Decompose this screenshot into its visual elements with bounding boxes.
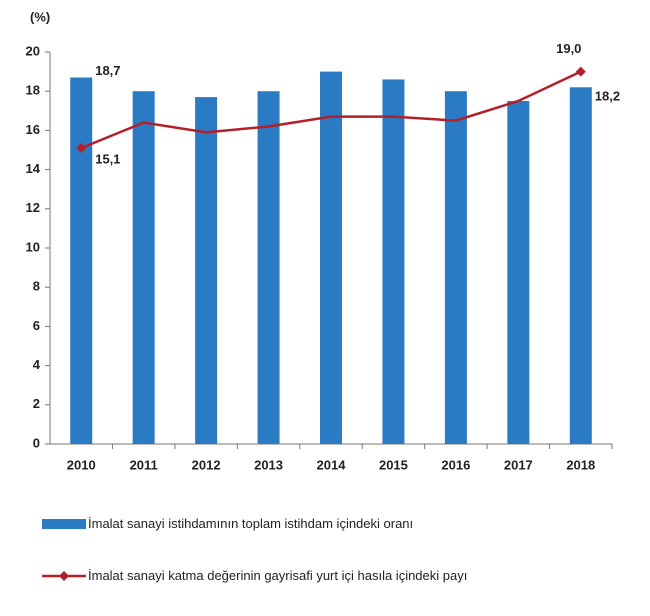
bar (382, 79, 405, 444)
y-tick-label: 8 (33, 279, 40, 294)
bar (444, 91, 467, 444)
x-tick-label: 2018 (566, 457, 595, 472)
y-tick-label: 4 (33, 357, 41, 372)
x-tick-label: 2012 (192, 457, 221, 472)
bar (70, 77, 93, 444)
legend-item: İmalat sanayi katma değerinin gayrisafi … (42, 568, 602, 584)
y-axis-label: (%) (30, 9, 50, 24)
legend-label: İmalat sanayi katma değerinin gayrisafi … (88, 568, 468, 583)
y-tick-label: 12 (26, 200, 40, 215)
y-tick-label: 6 (33, 318, 40, 333)
y-tick-label: 20 (26, 43, 40, 58)
y-tick-label: 10 (26, 239, 40, 254)
x-tick-label: 2014 (317, 457, 347, 472)
y-tick-label: 16 (26, 122, 40, 137)
chart: (%) 0 2 4 6 8 10 12 14 16 18 20 2010 2011 2012 2013 201… (26, 9, 621, 472)
legend-swatch (42, 519, 86, 529)
marker (76, 143, 87, 154)
x-tick-label: 2016 (441, 457, 470, 472)
data-label: 18,2 (595, 89, 620, 104)
x-tick-label: 2011 (130, 457, 158, 472)
data-label: 19,0 (556, 41, 581, 56)
bar (132, 91, 155, 444)
x-tick-label: 2015 (379, 457, 408, 472)
bar (195, 97, 218, 444)
data-label: 15,1 (95, 151, 120, 166)
bar (320, 71, 342, 444)
line (80, 70, 582, 150)
legend-swatch (42, 571, 86, 581)
y-tick-label: 0 (33, 435, 40, 450)
data-label: 18,7 (95, 63, 120, 78)
y-tick-label: 2 (33, 396, 40, 411)
bar (257, 91, 280, 444)
bar (569, 87, 592, 444)
y-tick-label: 14 (26, 161, 41, 176)
marker (575, 66, 586, 77)
x-tick-label: 2017 (504, 457, 533, 472)
legend-item: İmalat sanayi istihdamının toplam istihd… (42, 516, 413, 532)
legend-label: İmalat sanayi istihdamının toplam istihd… (88, 516, 414, 531)
bar (507, 101, 530, 444)
y-tick-label: 18 (26, 83, 40, 98)
x-tick-label: 2013 (254, 457, 283, 472)
x-tick-label: 2010 (67, 457, 96, 472)
